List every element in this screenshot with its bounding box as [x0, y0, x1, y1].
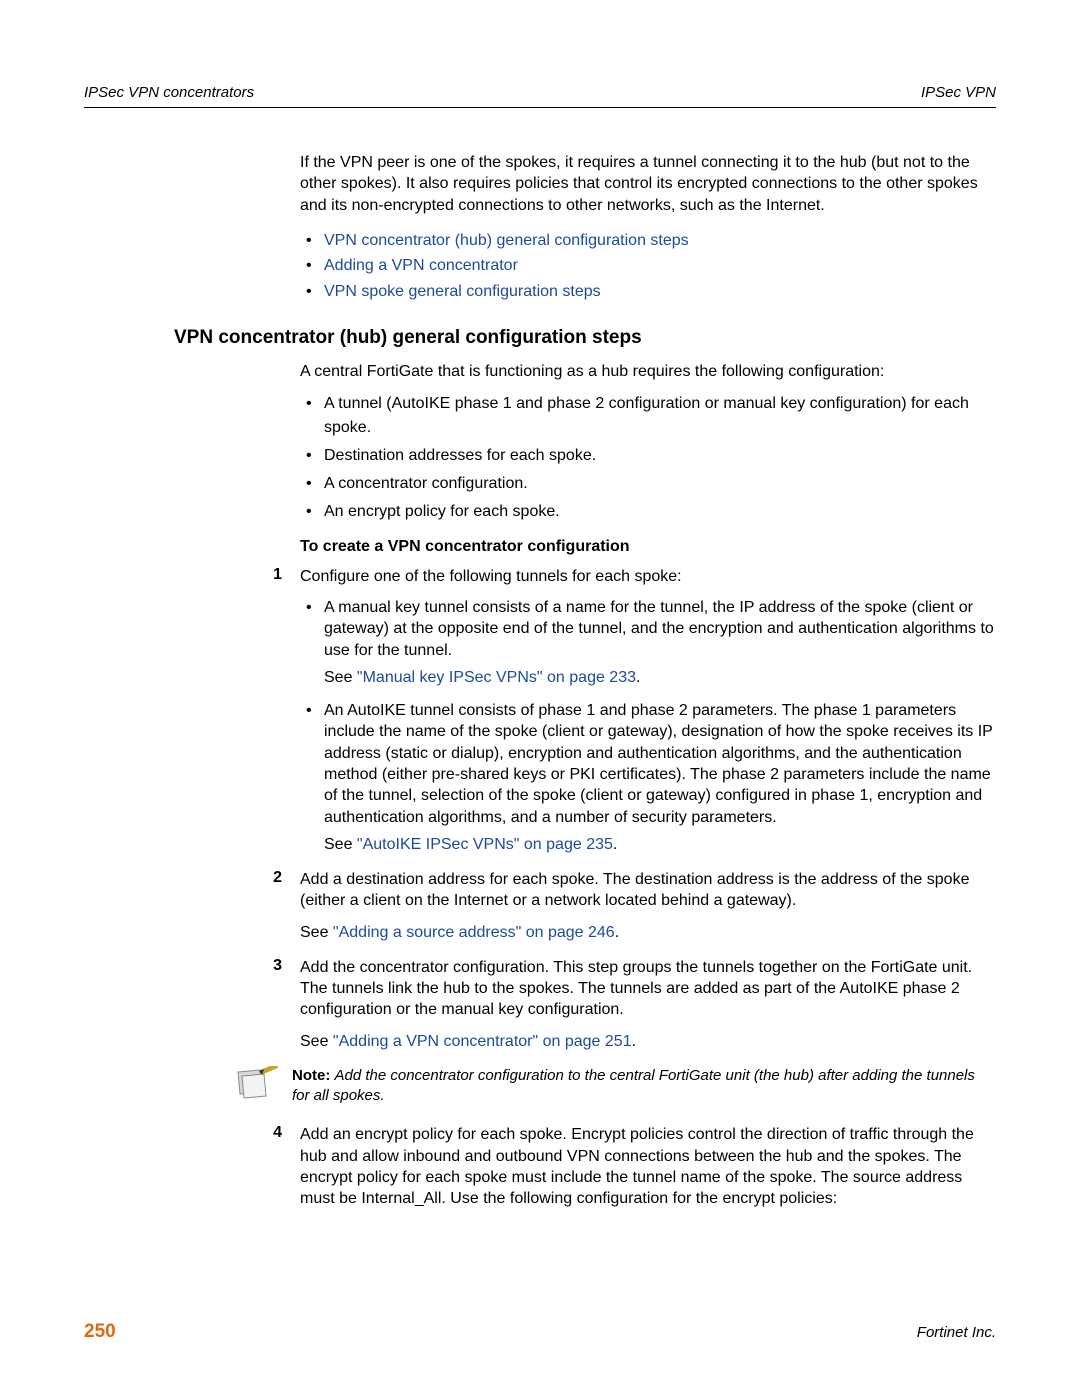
- step-number: 1: [242, 566, 282, 584]
- note-block: Note: Add the concentrator configuration…: [232, 1066, 996, 1107]
- step-1-sub-2-text: An AutoIKE tunnel consists of phase 1 an…: [324, 702, 993, 825]
- period: .: [615, 924, 619, 941]
- header-left: IPSec VPN concentrators: [84, 84, 254, 101]
- see-reference: See "Manual key IPSec VPNs" on page 233.: [324, 667, 996, 688]
- list-item: A concentrator configuration.: [300, 472, 996, 496]
- list-item: An encrypt policy for each spoke.: [300, 500, 996, 524]
- see-reference: See "Adding a source address" on page 24…: [300, 922, 996, 943]
- see-prefix: See: [300, 1033, 333, 1050]
- procedure-steps-continued: 4 Add an encrypt policy for each spoke. …: [300, 1124, 996, 1209]
- page-number: 250: [84, 1321, 116, 1343]
- see-reference: See "Adding a VPN concentrator" on page …: [300, 1031, 996, 1052]
- step-number: 2: [242, 869, 282, 887]
- top-link-item: VPN spoke general configuration steps: [300, 279, 996, 305]
- link-manual-key-ipsec[interactable]: "Manual key IPSec VPNs" on page 233: [357, 669, 636, 686]
- list-item: A tunnel (AutoIKE phase 1 and phase 2 co…: [300, 392, 996, 440]
- list-item: Destination addresses for each spoke.: [300, 444, 996, 468]
- step-1-sublist: A manual key tunnel consists of a name f…: [300, 597, 996, 855]
- step-1-sub-1: A manual key tunnel consists of a name f…: [300, 597, 996, 688]
- section-intro: A central FortiGate that is functioning …: [300, 361, 996, 382]
- running-header: IPSec VPN concentrators IPSec VPN: [84, 84, 996, 108]
- see-prefix: See: [324, 669, 357, 686]
- step-1-sub-1-text: A manual key tunnel consists of a name f…: [324, 599, 994, 659]
- top-link-list: VPN concentrator (hub) general configura…: [300, 228, 996, 305]
- header-right: IPSec VPN: [921, 84, 996, 101]
- step-3: 3 Add the concentrator configuration. Th…: [300, 957, 996, 1052]
- step-number: 4: [242, 1124, 282, 1142]
- note-body: Add the concentrator configuration to th…: [292, 1067, 975, 1104]
- procedure-heading: To create a VPN concentrator configurati…: [300, 538, 996, 556]
- see-prefix: See: [300, 924, 333, 941]
- body-content: If the VPN peer is one of the spokes, it…: [84, 152, 996, 1209]
- note-icon: [232, 1066, 278, 1104]
- see-prefix: See: [324, 836, 357, 853]
- link-adding-source-address[interactable]: "Adding a source address" on page 246: [333, 924, 615, 941]
- note-text: Note: Add the concentrator configuration…: [292, 1066, 996, 1107]
- step-4-text: Add an encrypt policy for each spoke. En…: [300, 1124, 996, 1209]
- step-3-text: Add the concentrator configuration. This…: [300, 957, 996, 1021]
- procedure-steps: 1 Configure one of the following tunnels…: [300, 566, 996, 1052]
- link-vpn-spoke-steps[interactable]: VPN spoke general configuration steps: [324, 283, 601, 300]
- step-2-text: Add a destination address for each spoke…: [300, 869, 996, 912]
- section-heading: VPN concentrator (hub) general configura…: [174, 327, 996, 349]
- note-label: Note:: [292, 1067, 335, 1084]
- top-link-item: VPN concentrator (hub) general configura…: [300, 228, 996, 254]
- link-adding-concentrator[interactable]: Adding a VPN concentrator: [324, 257, 518, 274]
- document-page: IPSec VPN concentrators IPSec VPN If the…: [0, 0, 1080, 1397]
- period: .: [632, 1033, 636, 1050]
- step-2: 2 Add a destination address for each spo…: [300, 869, 996, 943]
- step-1-sub-2: An AutoIKE tunnel consists of phase 1 an…: [300, 700, 996, 855]
- step-1: 1 Configure one of the following tunnels…: [300, 566, 996, 855]
- period: .: [613, 836, 617, 853]
- step-number: 3: [242, 957, 282, 975]
- step-1-intro: Configure one of the following tunnels f…: [300, 566, 996, 587]
- intro-paragraph: If the VPN peer is one of the spokes, it…: [300, 152, 996, 216]
- requirements-list: A tunnel (AutoIKE phase 1 and phase 2 co…: [300, 392, 996, 524]
- top-link-item: Adding a VPN concentrator: [300, 253, 996, 279]
- see-reference: See "AutoIKE IPSec VPNs" on page 235.: [324, 834, 996, 855]
- step-4: 4 Add an encrypt policy for each spoke. …: [300, 1124, 996, 1209]
- period: .: [636, 669, 640, 686]
- company-name: Fortinet Inc.: [917, 1324, 996, 1341]
- link-vpn-hub-steps[interactable]: VPN concentrator (hub) general configura…: [324, 232, 689, 249]
- page-footer: 250 Fortinet Inc.: [84, 1321, 996, 1343]
- link-autoike-ipsec[interactable]: "AutoIKE IPSec VPNs" on page 235: [357, 836, 613, 853]
- link-adding-vpn-concentrator[interactable]: "Adding a VPN concentrator" on page 251: [333, 1033, 632, 1050]
